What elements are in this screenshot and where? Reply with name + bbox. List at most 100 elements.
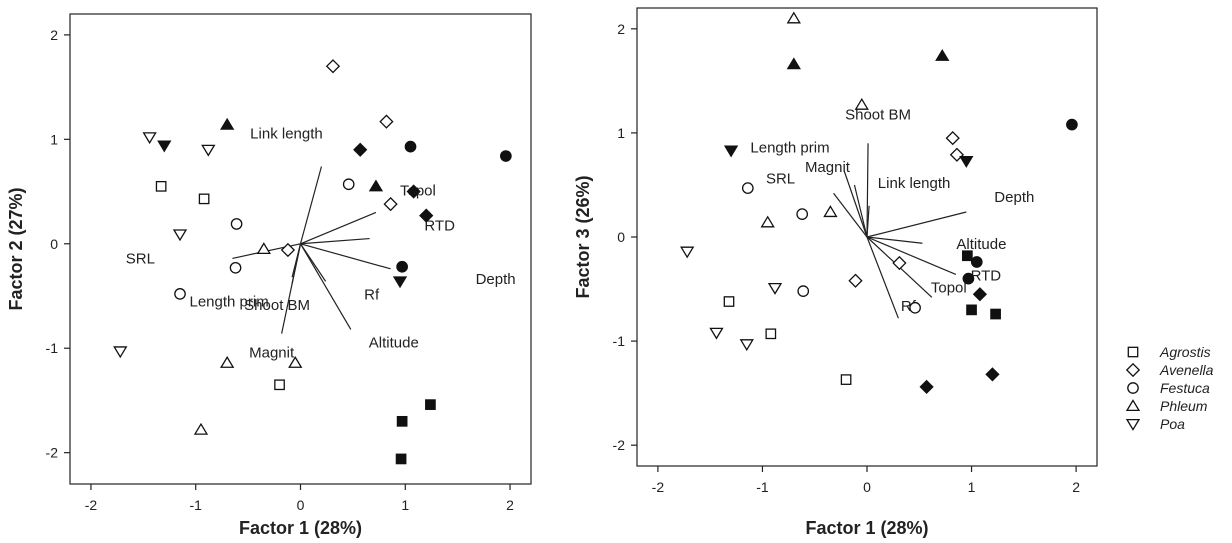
data-point: [379, 114, 394, 129]
data-point: [280, 242, 296, 258]
legend-marker-circle: [1127, 382, 1139, 394]
loading-vector: [300, 211, 377, 245]
data-point: [274, 379, 285, 391]
loading-vector: [866, 236, 923, 244]
data-point: [741, 182, 754, 194]
legend-marker-square: [1127, 346, 1139, 358]
data-point: [823, 205, 838, 218]
vector-label: RTD: [424, 218, 455, 235]
loading-vector: [833, 192, 868, 238]
x-tick-label: -2: [85, 497, 98, 513]
data-point: [723, 145, 739, 158]
data-point: [959, 155, 974, 168]
legend-marker-diamond: [1125, 362, 1141, 378]
vector-label: RTD: [971, 267, 1002, 284]
vector-label: Altitude: [369, 334, 419, 351]
x-tick-label: -1: [190, 497, 203, 513]
loading-vector: [866, 205, 870, 238]
data-point: [425, 399, 436, 410]
y-tick-label: 0: [50, 236, 58, 252]
data-point: [288, 355, 303, 368]
data-point: [972, 287, 988, 302]
x-axis-title: Factor 1 (28%): [239, 518, 362, 538]
data-point: [919, 379, 934, 395]
y-tick-label: 2: [50, 27, 58, 43]
loading-vector: [300, 243, 327, 282]
data-point: [892, 255, 907, 271]
data-point: [174, 288, 186, 300]
data-point: [353, 142, 368, 157]
data-point: [765, 328, 777, 340]
vector-label: Shoot BM: [845, 106, 911, 123]
vector-label: Topol: [931, 279, 967, 296]
data-point: [786, 57, 801, 70]
y-tick-label: 1: [50, 131, 58, 147]
x-tick-label: 0: [863, 479, 871, 495]
legend-item-label: Agrostis: [1159, 344, 1211, 360]
plot-factor1-factor2: -2 -1 0 1 2 -2 -1 0 1 2 Factor 1 (28%) Factor 2 (27…: [6, 13, 532, 538]
data-point: [396, 260, 408, 273]
data-point: [985, 367, 1000, 382]
legend-marker-triangle-up: [1125, 399, 1141, 412]
data-point: [767, 282, 783, 295]
data-point: [786, 11, 801, 24]
vector-label: Link length: [250, 125, 323, 142]
x-tick-label: -2: [652, 479, 665, 495]
data-point: [848, 273, 863, 288]
vector-label: Length prim: [750, 139, 829, 156]
legend: Agrostis Avenella Festuca Phleum Poa: [1125, 344, 1214, 432]
data-point: [739, 339, 754, 352]
data-point: [342, 178, 355, 191]
y-tick-label: 1: [617, 125, 625, 141]
vector-label: Length prim: [190, 293, 269, 310]
data-point: [796, 208, 809, 220]
vector-label: Link length: [878, 175, 951, 192]
legend-item-label: Festuca: [1160, 380, 1210, 396]
data-point: [113, 346, 128, 359]
data-point: [990, 308, 1001, 320]
x-tick-label: 0: [297, 497, 305, 513]
vector-label: Altitude: [956, 236, 1006, 253]
data-point: [966, 304, 977, 316]
data-point: [142, 132, 157, 145]
data-point: [935, 49, 950, 61]
loading-vector: [866, 211, 967, 238]
data-point: [172, 229, 188, 242]
y-axis-title: Factor 3 (26%): [573, 175, 593, 298]
data-point: [404, 140, 417, 153]
y-axis-title: Factor 2 (27%): [6, 187, 26, 310]
data-point: [383, 196, 398, 212]
data-point: [201, 144, 216, 157]
vector-label: Depth: [994, 189, 1034, 206]
loading-vector: [291, 243, 302, 284]
vector-label: Magnit: [249, 345, 295, 362]
y-tick-label: 0: [617, 229, 625, 245]
data-point: [949, 147, 965, 162]
data-point: [157, 140, 172, 153]
legend-item-label: Phleum: [1160, 398, 1208, 414]
vector-label: Rf: [364, 286, 380, 303]
vector-label: SRL: [126, 250, 155, 267]
loading-vector: [853, 184, 868, 238]
legend-item-label: Avenella: [1159, 362, 1214, 378]
data-point: [155, 180, 167, 192]
loading-vector: [843, 170, 868, 238]
loading-vector: [300, 243, 391, 270]
data-point: [909, 301, 921, 314]
data-point: [797, 285, 810, 297]
vector-label: Shoot BM: [244, 297, 310, 314]
loading-vector: [300, 237, 370, 245]
loading-vector: [299, 166, 323, 244]
data-point: [220, 355, 235, 368]
x-axis-title: Factor 1 (28%): [805, 518, 928, 538]
loading-vector: [866, 236, 899, 319]
x-tick-label: 2: [1072, 479, 1080, 495]
data-point: [854, 97, 869, 110]
data-point: [193, 422, 209, 435]
data-point: [680, 246, 695, 259]
loading-vector: [866, 236, 957, 276]
data-point: [1066, 118, 1078, 131]
data-point: [256, 242, 271, 255]
data-point: [230, 218, 243, 230]
